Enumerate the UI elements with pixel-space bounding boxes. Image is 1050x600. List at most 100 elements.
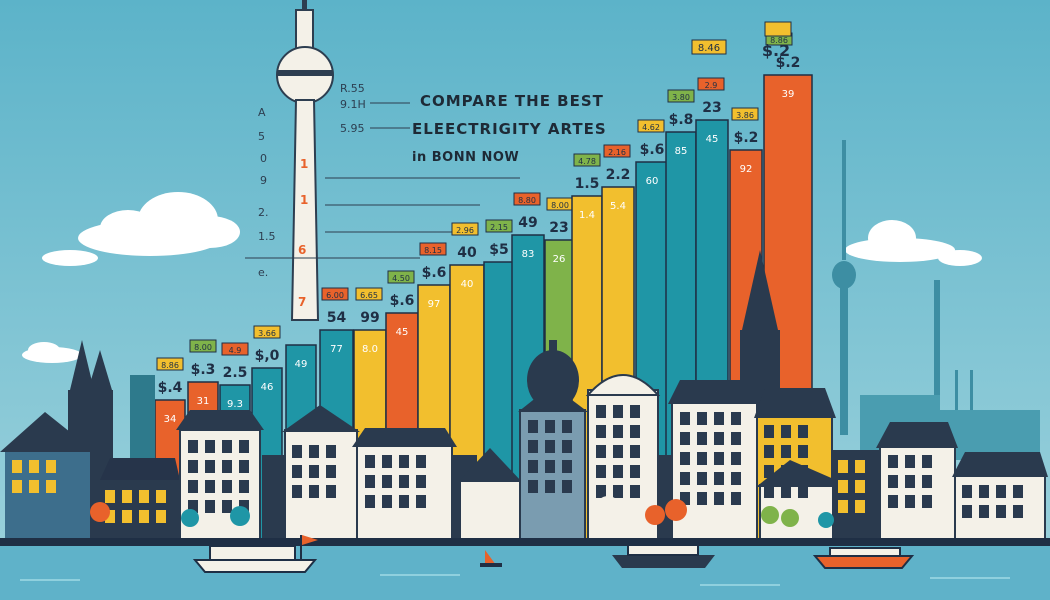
bar-tag (387, 270, 415, 284)
window (764, 465, 774, 478)
window (680, 492, 690, 505)
window (697, 492, 707, 505)
bar-tag-text: 6.65 (360, 291, 378, 300)
top-tag-right-text: $.2 (762, 41, 790, 60)
window (326, 465, 336, 478)
window (697, 432, 707, 445)
bar-tag-text: 2.9 (705, 81, 718, 90)
guide-lines (245, 102, 520, 259)
window (188, 460, 198, 473)
headline-line-3: in BONN NOW (412, 150, 520, 165)
window (630, 445, 640, 458)
window (630, 405, 640, 418)
bar-label: 60 (646, 176, 659, 187)
window (222, 500, 232, 513)
water-ripples (20, 574, 1010, 586)
window (781, 485, 791, 498)
window (309, 485, 319, 498)
window (798, 465, 808, 478)
tower-label: 7 (298, 295, 306, 309)
bar-label: 77 (330, 344, 343, 355)
bar-tag (667, 89, 695, 103)
window (239, 500, 249, 513)
window (888, 475, 898, 488)
bar-tag-text: 8.80 (518, 196, 536, 205)
bar-tag-text: 4.62 (642, 123, 660, 132)
window (326, 445, 336, 458)
window (222, 460, 232, 473)
window (630, 425, 640, 438)
side-label: R.55 (340, 82, 365, 95)
window (222, 480, 232, 493)
window (29, 480, 39, 493)
bar-tag (419, 242, 447, 256)
window (714, 452, 724, 465)
window (309, 465, 319, 478)
bar-label: 31 (197, 396, 210, 407)
window (46, 480, 56, 493)
bar-tag-text: 8.15 (424, 246, 442, 255)
window (731, 412, 741, 425)
bar-tag (485, 219, 513, 233)
tower-label: 6 (298, 243, 306, 257)
promenade (0, 538, 1050, 546)
window (416, 455, 426, 468)
side-label: A (258, 106, 266, 119)
window (188, 480, 198, 493)
bar-price: $,0 (255, 348, 280, 364)
cloud-left-icon (78, 192, 240, 256)
bar-price: 40 (457, 245, 477, 261)
window (922, 495, 932, 508)
window (205, 460, 215, 473)
bar-tag (253, 325, 281, 339)
bar-price: 99 (360, 310, 379, 326)
bar-tag-text: 2.96 (456, 226, 474, 235)
window (697, 452, 707, 465)
window (613, 485, 623, 498)
window (545, 420, 555, 433)
bar-label: 92 (740, 164, 753, 175)
bar-tag-text: 4.9 (229, 346, 242, 355)
headline-line-2: ELEECTRIGITY ARTES (412, 120, 607, 138)
window (1013, 485, 1023, 498)
window (46, 460, 56, 473)
window (12, 460, 22, 473)
window (922, 475, 932, 488)
window (528, 440, 538, 453)
window (962, 485, 972, 498)
window (399, 455, 409, 468)
boat-mid-icon (612, 544, 715, 568)
window (239, 440, 249, 453)
bar-tag (603, 144, 631, 158)
bar-tag (221, 342, 249, 356)
window (714, 432, 724, 445)
window (979, 505, 989, 518)
bar-label: 9.3 (227, 399, 243, 410)
window (545, 460, 555, 473)
bar-label: 34 (164, 414, 177, 425)
window (731, 472, 741, 485)
bar-price: $5 (489, 242, 508, 258)
tv-tower (276, 0, 334, 321)
bar-label: 46 (261, 382, 274, 393)
window (680, 432, 690, 445)
bar-tag (321, 287, 349, 301)
trees (90, 496, 834, 528)
window (205, 440, 215, 453)
bar-price: 2.2 (606, 167, 631, 183)
window (416, 475, 426, 488)
bar-price: 2.5 (223, 365, 248, 381)
bar-tag-text: 4.78 (578, 157, 596, 166)
bar-tag-text: 6.00 (326, 291, 344, 300)
bar-tag (513, 192, 541, 206)
window (905, 475, 915, 488)
bar-price: $.6 (422, 265, 447, 281)
bar-price: $.6 (640, 142, 665, 158)
window (545, 440, 555, 453)
window (382, 475, 392, 488)
window (613, 425, 623, 438)
window (764, 485, 774, 498)
bar-tag-text: 3.66 (258, 329, 276, 338)
window (562, 460, 572, 473)
window (188, 500, 198, 513)
